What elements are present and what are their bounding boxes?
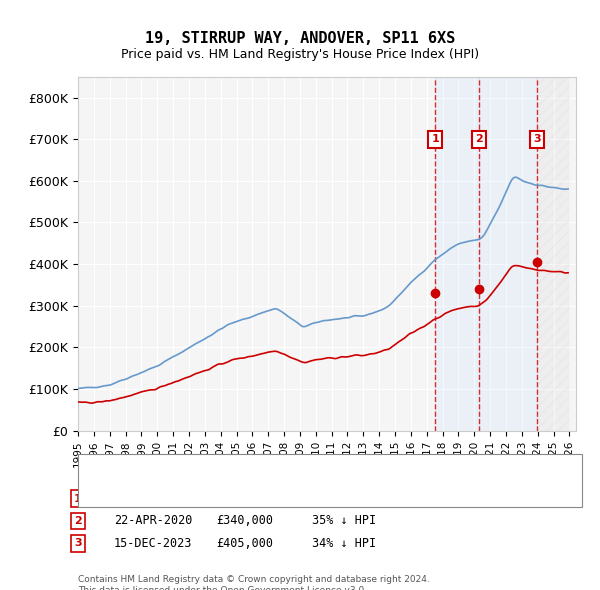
Text: 1: 1	[74, 494, 82, 503]
Text: £405,000: £405,000	[216, 537, 273, 550]
Text: 15-DEC-2023: 15-DEC-2023	[114, 537, 193, 550]
Text: 34% ↓ HPI: 34% ↓ HPI	[312, 492, 376, 505]
Text: Price paid vs. HM Land Registry's House Price Index (HPI): Price paid vs. HM Land Registry's House …	[121, 48, 479, 61]
Text: £340,000: £340,000	[216, 514, 273, 527]
Text: £330,000: £330,000	[216, 492, 273, 505]
Bar	[537, 77, 569, 431]
Bar	[537, 77, 576, 431]
Text: 19, STIRRUP WAY, ANDOVER, SP11 6XS (detached house): 19, STIRRUP WAY, ANDOVER, SP11 6XS (deta…	[120, 479, 419, 489]
Text: 34% ↓ HPI: 34% ↓ HPI	[312, 537, 376, 550]
Text: 35% ↓ HPI: 35% ↓ HPI	[312, 514, 376, 527]
Text: ——: ——	[90, 477, 107, 491]
Text: 2: 2	[74, 516, 82, 526]
Text: 19, STIRRUP WAY, ANDOVER, SP11 6XS: 19, STIRRUP WAY, ANDOVER, SP11 6XS	[145, 31, 455, 46]
Text: Contains HM Land Registry data © Crown copyright and database right 2024.
This d: Contains HM Land Registry data © Crown c…	[78, 575, 430, 590]
Bar	[479, 77, 537, 431]
Text: 3: 3	[533, 134, 541, 144]
Text: 3: 3	[74, 539, 82, 548]
Text: 1: 1	[431, 134, 439, 144]
Text: ——: ——	[90, 494, 107, 509]
Text: 2: 2	[475, 134, 483, 144]
Text: 22-APR-2020: 22-APR-2020	[114, 514, 193, 527]
Text: 14-JUL-2017: 14-JUL-2017	[114, 492, 193, 505]
Text: HPI: Average price, detached house, Test Valley: HPI: Average price, detached house, Test…	[120, 497, 368, 506]
Bar	[435, 77, 479, 431]
